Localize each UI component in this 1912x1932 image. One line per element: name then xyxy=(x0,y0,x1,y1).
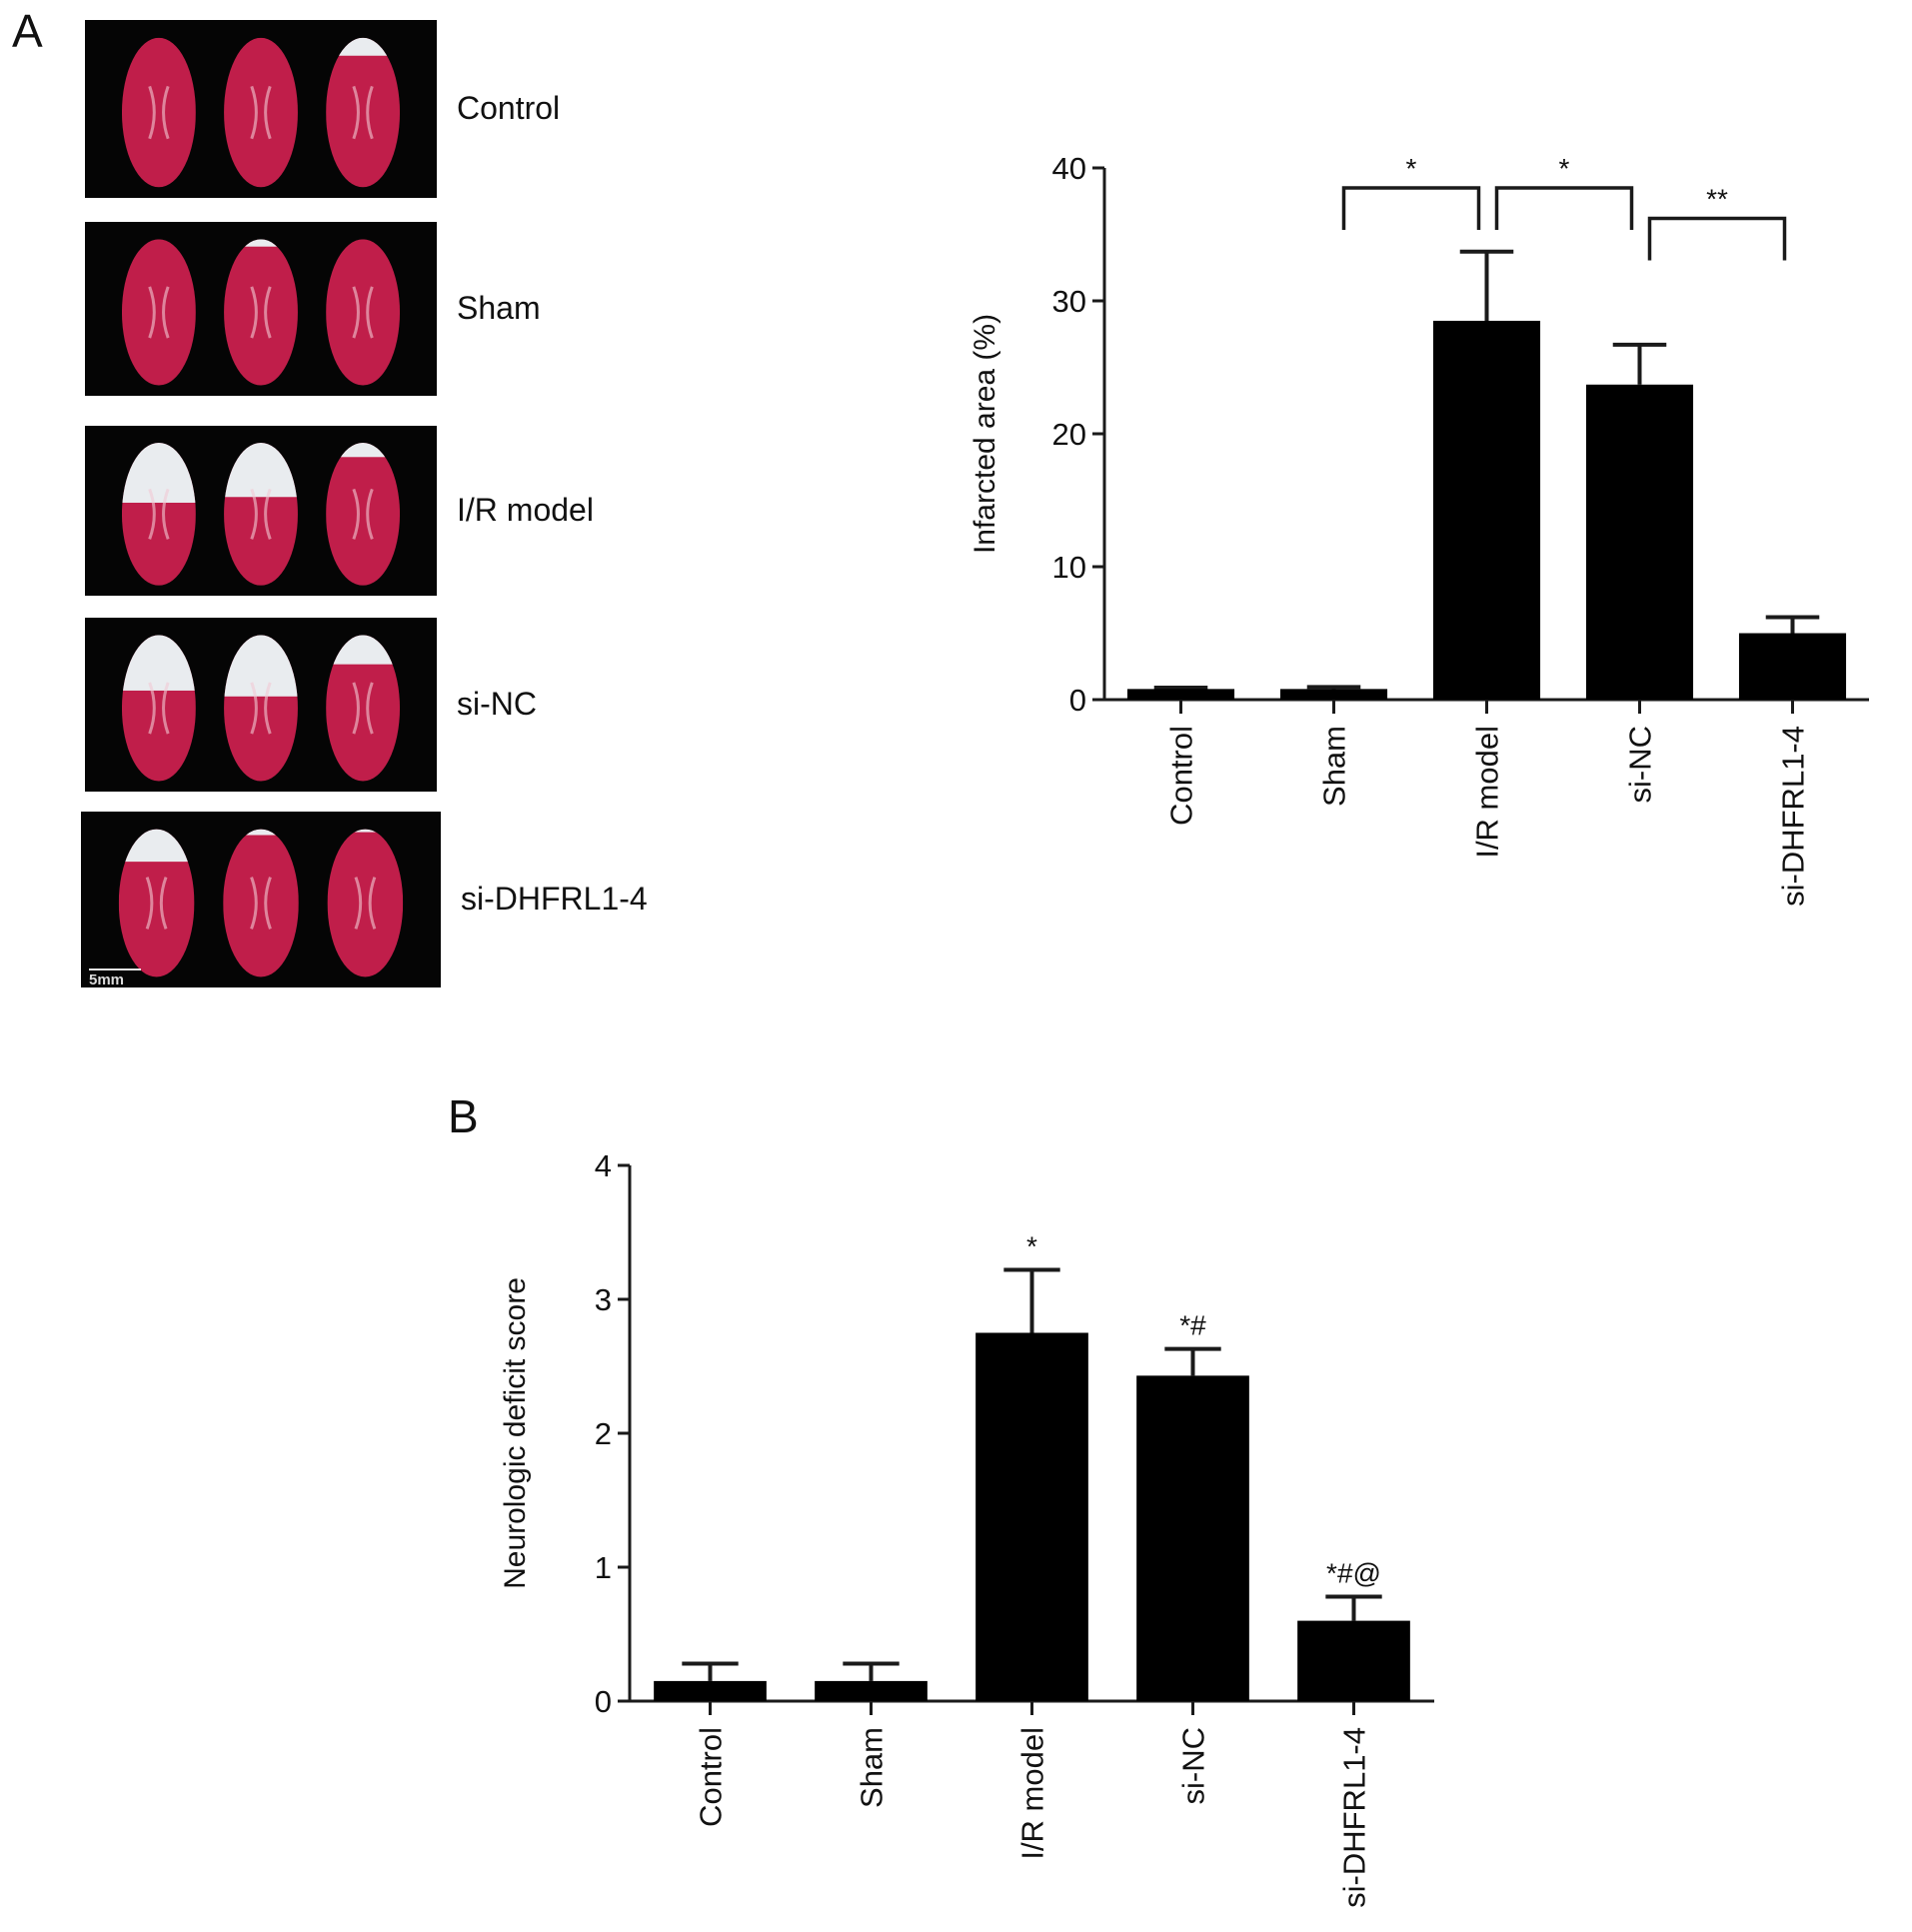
brain-slice xyxy=(121,37,196,188)
bar xyxy=(1432,320,1541,700)
slice-row-label: si-DHFRL1-4 xyxy=(461,881,648,917)
significance-bracket-label: ** xyxy=(1706,184,1728,215)
y-tick-label: 0 xyxy=(1069,683,1086,718)
bar xyxy=(1738,633,1847,700)
slice-drawing xyxy=(121,37,401,188)
y-tick-label: 40 xyxy=(1052,151,1086,186)
bar xyxy=(815,1680,928,1701)
slice-row-label: si-NC xyxy=(457,686,537,722)
y-tick-label: 20 xyxy=(1052,417,1086,452)
brain-slice xyxy=(326,37,401,188)
slice-row-label: Sham xyxy=(457,290,541,326)
slice-photo xyxy=(85,222,437,396)
significance-annotation: * xyxy=(1026,1231,1037,1262)
y-tick-label: 10 xyxy=(1052,550,1086,585)
slice-photo: 5mm xyxy=(81,812,441,987)
brain-slice xyxy=(224,635,298,782)
x-tick-label: Control xyxy=(694,1727,729,1827)
brain-slice xyxy=(326,635,401,782)
slice-row-label: Control xyxy=(457,90,561,126)
brain-slice xyxy=(121,239,196,386)
brain-slice xyxy=(224,443,298,586)
scale-bar-label: 5mm xyxy=(89,971,124,987)
x-tick-label: I/R model xyxy=(1470,726,1505,859)
bar xyxy=(1136,1375,1249,1701)
slice-drawing xyxy=(121,239,401,386)
brain-slice xyxy=(224,37,298,188)
infarcted-area-chart: 0 10 20 30 40 Infarcted area (%) Control Sham I/… xyxy=(968,151,1869,907)
x-tick-label: si-DHFRL1-4 xyxy=(1337,1727,1372,1908)
slice-row-label: I/R model xyxy=(457,492,594,528)
brain-slice xyxy=(223,829,299,977)
significance-bracket xyxy=(1647,216,1787,261)
significance-bracket-label: * xyxy=(1406,153,1417,184)
brain-slice xyxy=(121,635,196,782)
y-axis-label: Infarcted area (%) xyxy=(968,314,1001,554)
y-tick-label: 1 xyxy=(595,1550,612,1585)
bar xyxy=(1279,689,1388,700)
y-tick-label: 0 xyxy=(595,1684,612,1719)
brain-slice xyxy=(326,443,401,586)
x-tick-label: I/R model xyxy=(1015,1727,1050,1860)
significance-annotation: *#@ xyxy=(1326,1557,1381,1588)
slice-photo xyxy=(85,20,437,198)
x-tick-label: Sham xyxy=(1317,726,1352,807)
slice-drawing xyxy=(121,635,401,782)
slice-photo xyxy=(85,618,437,792)
slice-drawing xyxy=(121,443,401,586)
y-axis-label: Neurologic deficit score xyxy=(499,1277,532,1589)
brain-slice xyxy=(121,443,196,586)
y-tick-label: 4 xyxy=(595,1148,612,1183)
slice-drawing: 5mm xyxy=(89,829,404,987)
x-tick-label: si-DHFRL1-4 xyxy=(1776,726,1811,907)
significance-annotation: *# xyxy=(1179,1310,1206,1341)
brain-slice xyxy=(118,829,195,977)
bar xyxy=(1297,1620,1410,1701)
brain-slice xyxy=(224,239,298,386)
panel-a-letter: A xyxy=(12,5,43,57)
brain-slice xyxy=(326,239,401,386)
bar xyxy=(1585,384,1694,700)
x-tick-label: Control xyxy=(1164,726,1199,826)
bar xyxy=(975,1332,1088,1701)
neurologic-score-chart: 0 1 2 3 4 Neurologic deficit score Control Sham… xyxy=(499,1148,1434,1908)
y-tick-label: 30 xyxy=(1052,284,1086,319)
bar xyxy=(654,1680,767,1701)
x-tick-label: si-NC xyxy=(1623,726,1658,804)
significance-bracket xyxy=(1341,186,1481,230)
y-tick-label: 3 xyxy=(595,1282,612,1317)
panel-b-letter: B xyxy=(448,1090,479,1142)
x-tick-label: Sham xyxy=(855,1727,890,1808)
significance-bracket-label: * xyxy=(1559,153,1570,184)
y-tick-label: 2 xyxy=(595,1416,612,1451)
brain-slice xyxy=(327,829,404,977)
x-tick-label: si-NC xyxy=(1176,1727,1211,1805)
slice-photo xyxy=(85,426,437,596)
significance-bracket xyxy=(1494,186,1634,230)
bar xyxy=(1126,689,1235,700)
